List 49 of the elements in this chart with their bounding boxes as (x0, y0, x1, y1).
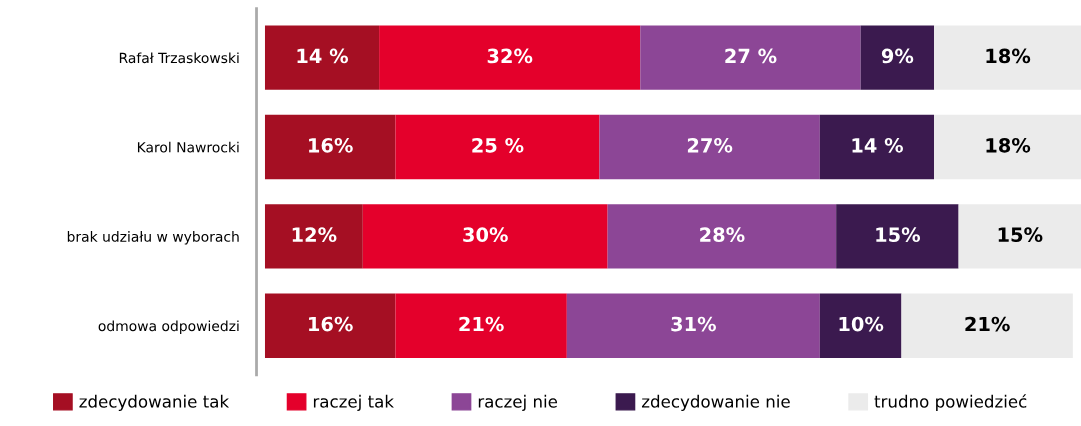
legend-label: zdecydowanie nie (641, 394, 790, 411)
data-label: 18% (986, 137, 1031, 153)
data-label: 18% (986, 48, 1031, 64)
bar (264, 204, 363, 269)
bar (819, 114, 935, 180)
bar (264, 293, 396, 358)
bar (836, 204, 959, 269)
data-label: 15% (876, 227, 921, 243)
data-label: 28% (700, 227, 745, 243)
bar (566, 293, 820, 358)
bar (901, 293, 1073, 358)
legend-label: trudno powiedzieć (874, 394, 1027, 411)
bar (958, 204, 1081, 269)
data-label: 15% (998, 227, 1043, 243)
y-tick-label: Karol Nawrocki (137, 141, 239, 153)
data-label: 32% (487, 48, 533, 64)
y-tick-label: odmowa odpowiedzi (98, 320, 239, 334)
data-label: 12% (292, 227, 337, 243)
data-label: 27 % (725, 48, 777, 64)
bar (640, 25, 861, 90)
bar (395, 114, 600, 180)
bar (860, 25, 935, 90)
data-label: 21% (459, 316, 504, 332)
data-label: 30% (463, 227, 508, 243)
y-tick-label: Rafał Trzaskowski (119, 52, 239, 64)
bar (607, 204, 837, 269)
data-label: 14 % (297, 48, 349, 64)
data-label: 27% (687, 137, 733, 153)
data-label: 16% (309, 316, 353, 332)
bar (379, 25, 641, 90)
data-label: 21% (965, 316, 1010, 332)
y-tick-label: brak udziału w wyborach (67, 231, 239, 245)
legend-label: zdecydowanie tak (79, 394, 230, 411)
legend-label: raczej nie (478, 394, 558, 411)
bar (599, 114, 820, 180)
data-label: 9% (881, 48, 914, 64)
legend-label: raczej tak (313, 394, 394, 411)
data-label: 31% (671, 316, 716, 332)
data-label: 25 % (472, 137, 524, 153)
bar (264, 114, 396, 180)
bar (934, 114, 1081, 180)
data-label: 16% (309, 137, 353, 153)
data-label: 14 % (852, 137, 903, 153)
bar (264, 25, 380, 90)
bar (819, 293, 902, 358)
data-label: 10% (839, 316, 884, 332)
bar (395, 293, 567, 358)
bar (934, 25, 1081, 90)
bar (362, 204, 608, 269)
